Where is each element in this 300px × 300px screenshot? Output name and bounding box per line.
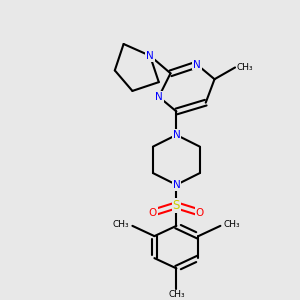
- Text: O: O: [196, 208, 204, 218]
- Text: N: N: [172, 130, 180, 140]
- Text: CH₃: CH₃: [113, 220, 130, 229]
- Text: CH₃: CH₃: [223, 220, 240, 229]
- Text: O: O: [149, 208, 157, 218]
- Text: S: S: [173, 199, 180, 212]
- Text: CH₃: CH₃: [168, 290, 185, 299]
- Text: N: N: [146, 51, 154, 61]
- Text: N: N: [172, 180, 180, 190]
- Text: CH₃: CH₃: [236, 63, 253, 72]
- Text: N: N: [155, 92, 163, 102]
- Text: N: N: [193, 59, 201, 70]
